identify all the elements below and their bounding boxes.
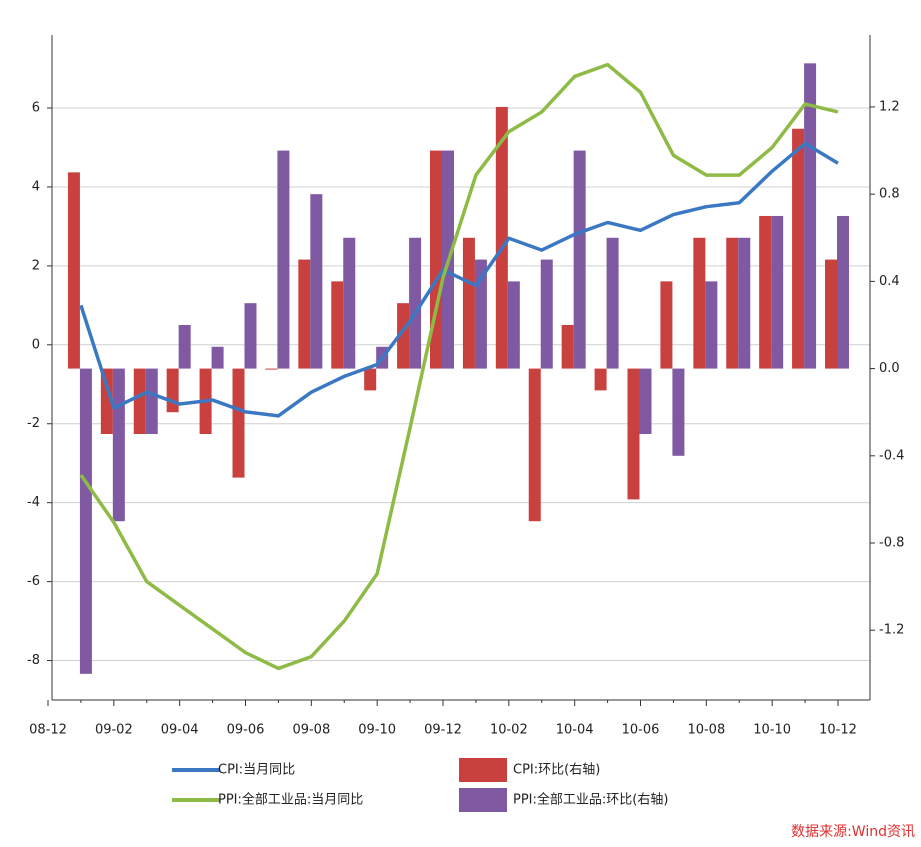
y-tick-label: -2 — [27, 416, 40, 431]
bar — [331, 281, 344, 369]
x-tick-label: 10-10 — [753, 723, 791, 738]
y-tick-label: -8 — [27, 653, 40, 668]
legend-label: CPI:当月同比 — [218, 763, 295, 778]
bar — [397, 303, 410, 369]
bar — [364, 368, 377, 391]
bar — [792, 128, 805, 369]
bar — [133, 368, 146, 434]
line-series — [79, 141, 839, 418]
x-tick-label: 10-08 — [687, 723, 725, 738]
bar — [145, 368, 158, 434]
bar — [178, 324, 191, 369]
bar — [79, 368, 92, 674]
bar — [627, 368, 640, 500]
y-tick-label: -4 — [27, 495, 40, 510]
y-tick-label: 6 — [32, 101, 40, 116]
legend-label: CPI:环比(右轴) — [513, 763, 600, 778]
bar — [211, 346, 224, 369]
bar — [462, 237, 475, 369]
bar — [759, 215, 772, 369]
line-series — [79, 62, 839, 671]
bar — [639, 368, 652, 434]
bar — [606, 237, 619, 369]
bar — [540, 259, 553, 369]
bar — [298, 259, 311, 369]
x-tick-label: 10-06 — [622, 723, 660, 738]
legend-label: PPI:全部工业品:当月同比 — [218, 792, 363, 808]
bar — [166, 368, 179, 413]
x-tick-label: 09-12 — [424, 723, 462, 738]
y2-tick-label: 0.8 — [879, 187, 900, 202]
bar — [277, 150, 290, 369]
bar — [705, 281, 718, 369]
bar — [430, 150, 442, 369]
bar — [244, 303, 257, 369]
y-tick-label: 4 — [32, 179, 40, 194]
x-tick-label: 09-04 — [161, 723, 199, 738]
y2-tick-label: -1.2 — [879, 623, 904, 638]
x-tick-label: 09-08 — [292, 723, 330, 738]
bar — [660, 281, 673, 369]
y2-tick-label: -0.8 — [879, 536, 904, 551]
bar — [804, 63, 817, 369]
bar — [495, 106, 508, 369]
x-tick-label: 10-12 — [819, 723, 857, 738]
legend-swatch — [459, 788, 507, 812]
x-tick-label: 08-12 — [29, 723, 67, 738]
bar — [310, 194, 323, 369]
x-tick-label: 10-02 — [490, 723, 528, 738]
bar — [771, 215, 784, 369]
bar — [474, 259, 487, 369]
bar — [232, 368, 245, 478]
bar — [112, 368, 125, 522]
bar — [825, 259, 837, 369]
bar — [528, 368, 541, 522]
y2-tick-label: -0.4 — [879, 448, 904, 463]
y-tick-label: 0 — [32, 337, 40, 352]
bar — [738, 237, 751, 369]
y2-tick-label: 0.4 — [879, 274, 900, 289]
x-tick-label: 10-04 — [556, 723, 594, 738]
bar — [693, 237, 706, 369]
x-tick-label: 09-02 — [95, 723, 133, 738]
y2-tick-label: 0.0 — [879, 361, 900, 376]
x-tick-label: 09-06 — [227, 723, 265, 738]
x-tick-label: 09-10 — [358, 723, 396, 738]
source-note: 数据来源:Wind资讯 — [791, 824, 915, 840]
legend-label: PPI:全部工业品:环比(右轴) — [513, 792, 668, 808]
y-tick-label: 2 — [32, 258, 40, 273]
y-tick-label: -6 — [27, 574, 40, 589]
bar — [726, 237, 739, 369]
bar — [507, 281, 520, 369]
bar — [67, 172, 80, 369]
bar — [343, 237, 356, 369]
bar — [573, 150, 586, 369]
bar — [594, 368, 607, 391]
bar — [409, 237, 422, 369]
bar — [100, 368, 113, 434]
bar — [672, 368, 685, 456]
y2-tick-label: 1.2 — [879, 99, 900, 114]
bar — [265, 368, 278, 370]
legend-swatch — [459, 758, 507, 782]
bar — [837, 215, 849, 369]
bar — [561, 324, 574, 369]
